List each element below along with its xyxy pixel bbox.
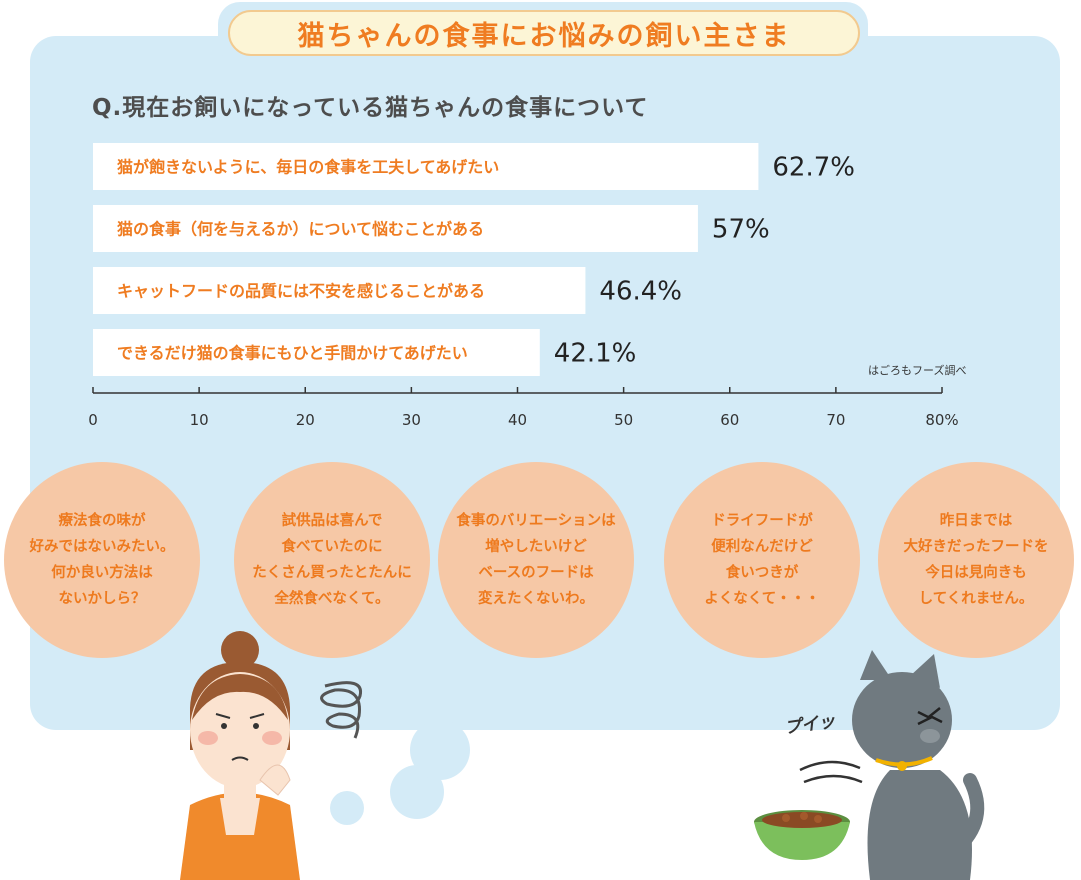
comment-line: してくれません。 [918, 591, 1034, 607]
bar-category-label: 猫が飽きないように、毎日の食事を工夫してあげたい [117, 158, 499, 177]
comment-bubble-4: ドライフードが 便利なんだけど 食いつきがよくなくて・・・ [664, 462, 860, 658]
x-tick-label: 10 [190, 411, 209, 429]
comment-bubble-2: 試供品は喜んで 食べていたのにたくさん買ったとたんに 全然食べなくて。 [234, 462, 430, 658]
bar-category-label: できるだけ猫の食事にもひと手間かけてあげたい [117, 344, 468, 363]
comment-bubble-1: 療法食の味が好みではないみたい。 何か良い方法は ないかしら？ [4, 462, 200, 658]
comment-line: 全然食べなくて。 [274, 591, 390, 607]
chart-title: Q.現在お飼いになっている猫ちゃんの食事について [92, 95, 649, 121]
page-title: 猫ちゃんの食事にお悩みの飼い主さま [228, 10, 860, 56]
comment-line: 食べていたのに [281, 539, 383, 555]
comment-line: 試供品は喜んで [281, 513, 383, 529]
bar-category-label: 猫の食事（何を与えるか）について悩むことがある [117, 220, 484, 239]
bar-2 [93, 267, 586, 314]
comment-line: 食事のバリエーションは [456, 513, 616, 529]
comment-bubble-3: 食事のバリエーションは 増やしたいけど ベースのフードは 変えたくないわ。 [438, 462, 634, 658]
comment-line: ベースのフードは [478, 565, 594, 581]
thought-dots [330, 720, 470, 825]
comment-line: よくなくて・・・ [704, 591, 820, 607]
bar-1 [93, 205, 698, 252]
x-tick-label: 80% [925, 411, 958, 429]
x-tick-label: 0 [88, 411, 98, 429]
worry-scribble-icon [320, 681, 363, 739]
x-tick-label: 30 [402, 411, 421, 429]
comment-line: 変えたくないわ。 [478, 591, 594, 607]
bar-value-label: 57% [712, 215, 770, 245]
bar-3 [93, 329, 540, 376]
bar-value-label: 46.4% [599, 277, 682, 307]
comment-line: 便利なんだけど [711, 539, 813, 555]
comment-line: 昨日までは [939, 513, 1013, 529]
comment-line: 大好きだったフードを [903, 539, 1049, 555]
comment-line: 食いつきが [725, 565, 799, 581]
food-bowl-illustration [754, 810, 850, 860]
cat-turning-away-illustration [799, 650, 985, 880]
x-tick-label: 50 [614, 411, 633, 429]
x-tick-label: 40 [508, 411, 527, 429]
worried-woman-illustration [180, 631, 300, 880]
bar-0 [93, 143, 759, 190]
comment-line: 増やしたいけど [485, 539, 587, 555]
source-note: はごろもフーズ調べ [868, 364, 967, 377]
bar-category-label: キャットフードの品質には不安を感じることがある [117, 282, 485, 301]
comment-line: ドライフードが [711, 513, 813, 529]
comment-line: 好みではないみたい。 [29, 539, 175, 555]
bar-chart: 猫が飽きないように、毎日の食事を工夫してあげたい 62.7% 猫の食事（何を与えるか… [88, 143, 959, 429]
comment-line: 何か良い方法は [51, 565, 153, 581]
bar-value-label: 42.1% [554, 339, 637, 369]
x-tick-label: 20 [296, 411, 315, 429]
x-tick-label: 70 [826, 411, 845, 429]
comment-line: 今日は見向きも [925, 565, 1027, 581]
comment-bubble-5: 昨日までは大好きだったフードを 今日は見向きも してくれません。 [878, 462, 1074, 658]
comment-line: ないかしら？ [58, 591, 146, 607]
bar-value-label: 62.7% [772, 153, 855, 183]
comment-line: 療法食の味が [58, 513, 146, 529]
comment-line: たくさん買ったとたんに [252, 565, 412, 581]
x-tick-label: 60 [720, 411, 739, 429]
